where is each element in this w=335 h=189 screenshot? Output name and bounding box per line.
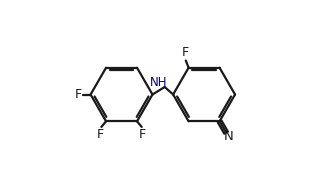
Text: F: F (182, 46, 189, 59)
Text: F: F (75, 88, 82, 101)
Text: N: N (223, 130, 233, 143)
Text: F: F (139, 129, 146, 141)
Text: F: F (97, 129, 104, 141)
Text: NH: NH (150, 76, 168, 89)
